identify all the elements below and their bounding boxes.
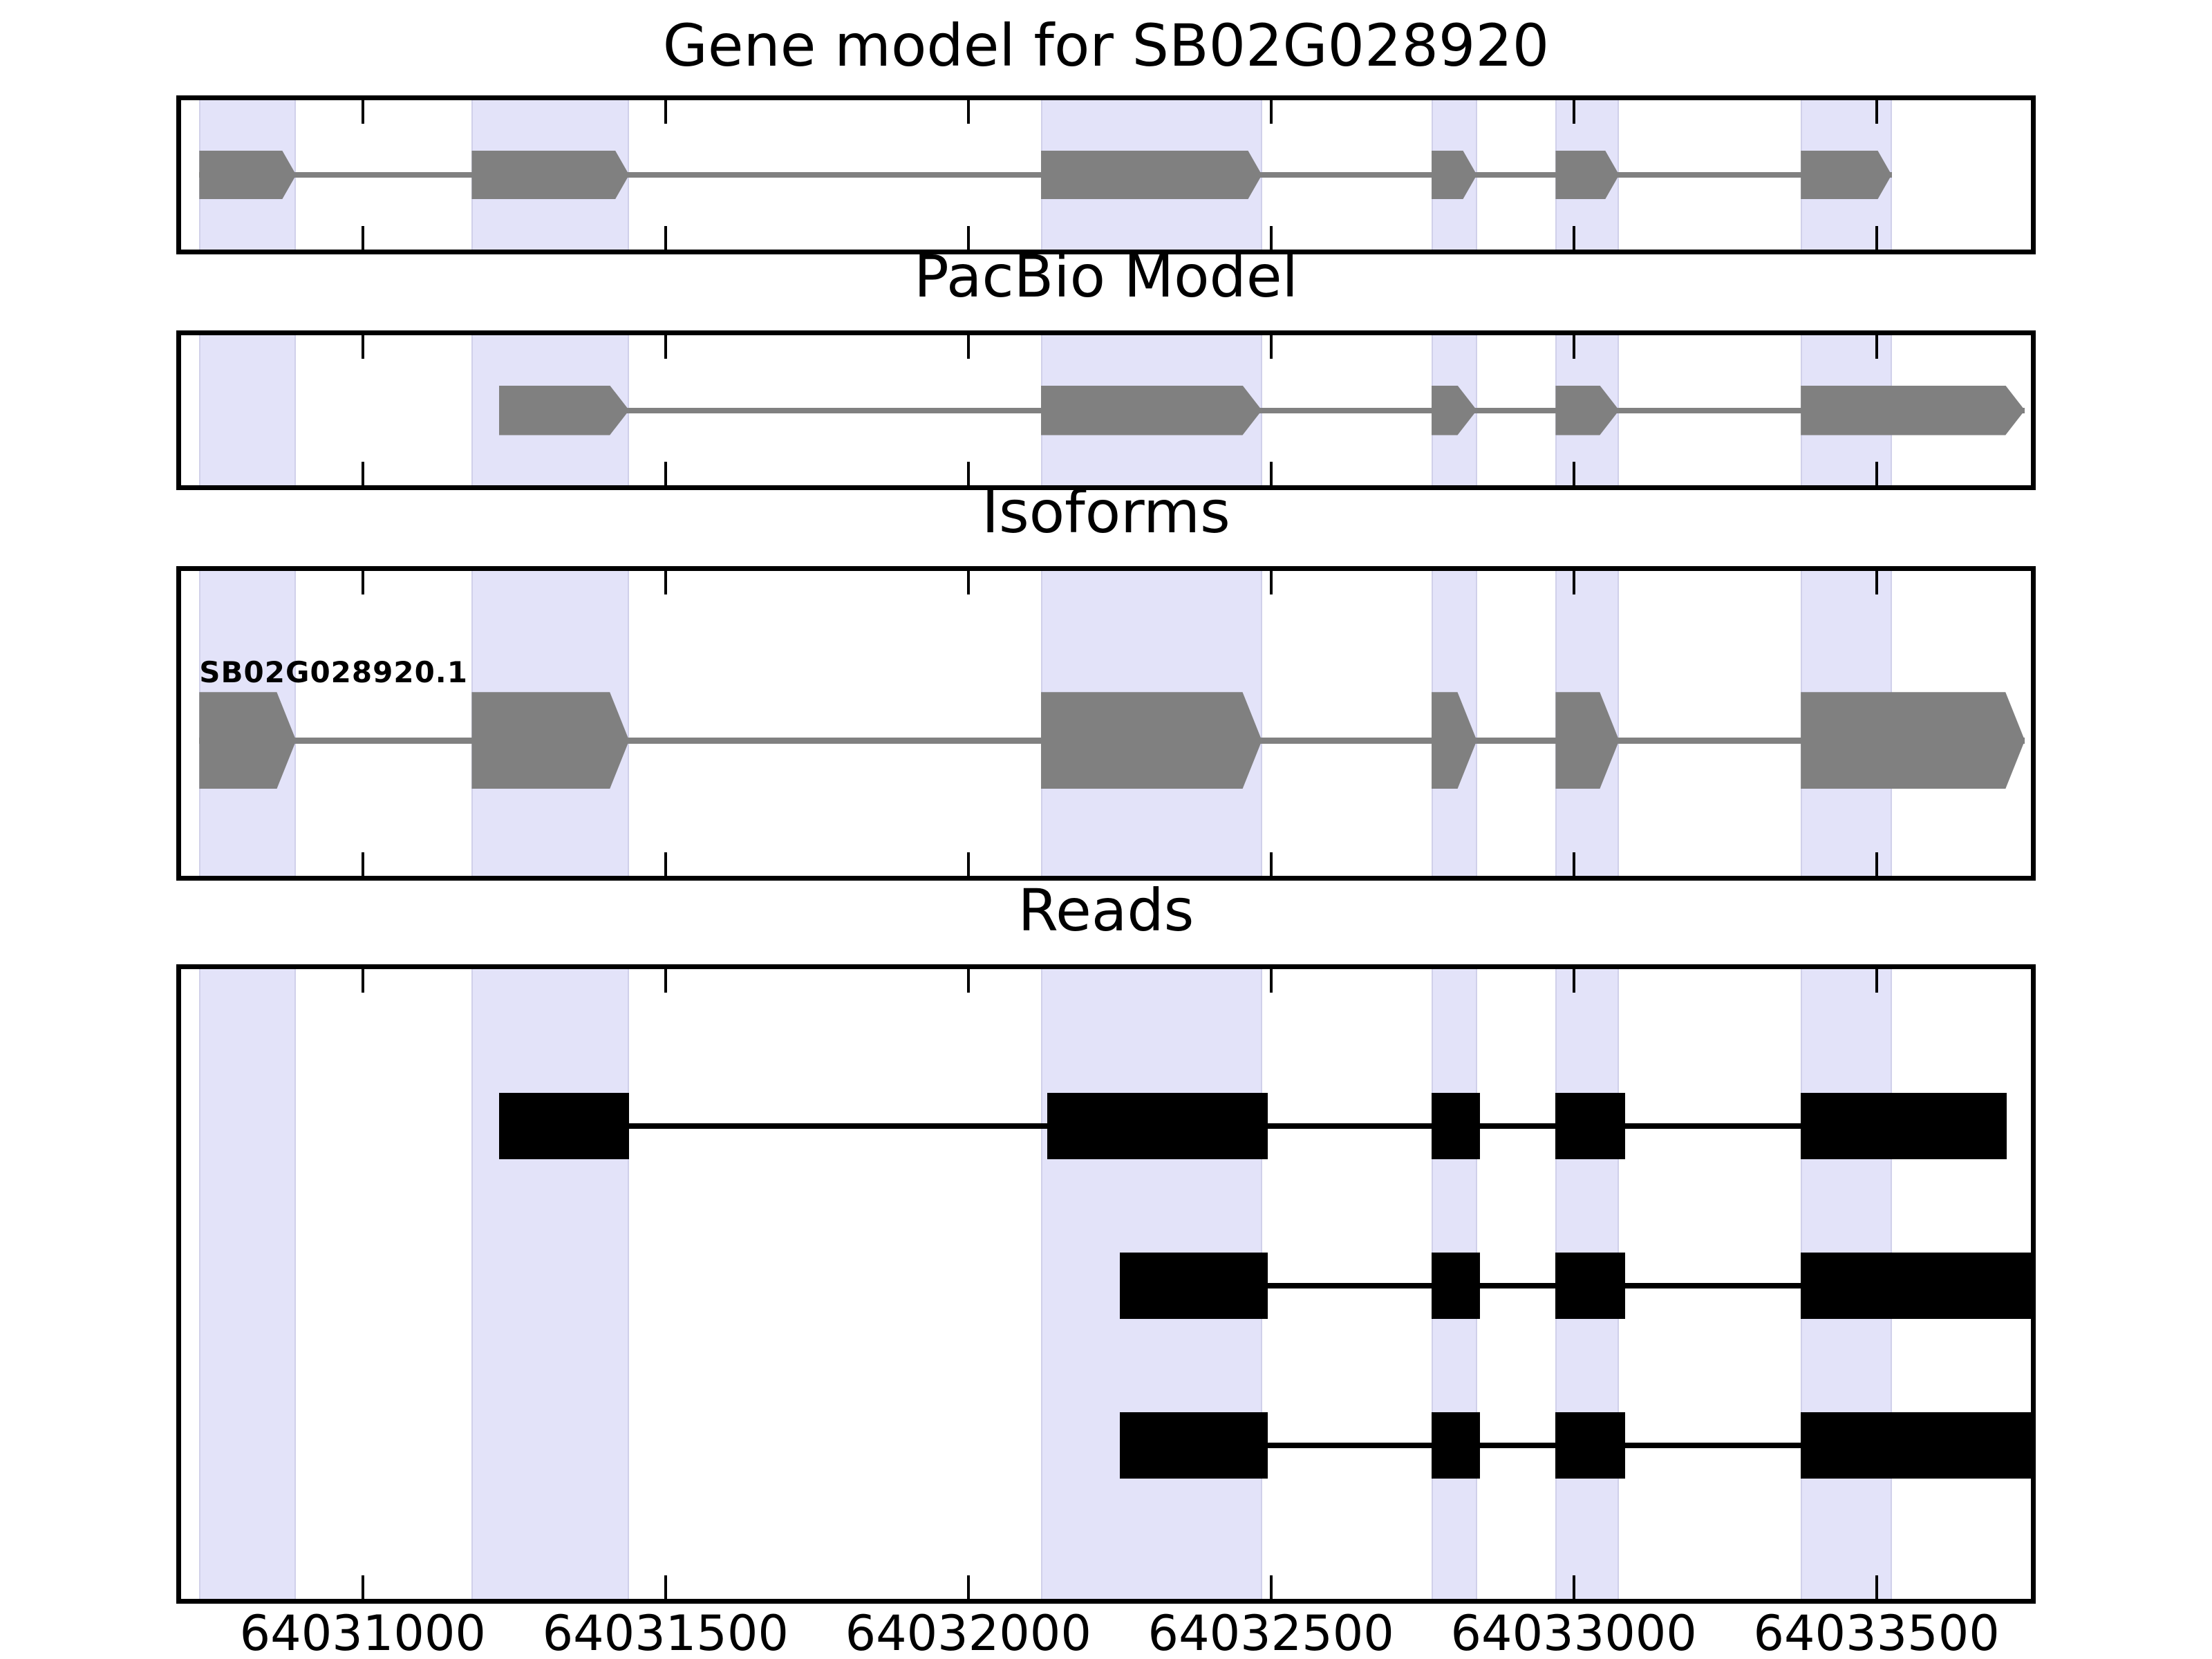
exon-arrow <box>1041 386 1262 435</box>
x-tick-label: 64033500 <box>1753 1605 2000 1659</box>
exon-arrow <box>199 692 296 789</box>
x-tick-mark <box>1875 335 1878 359</box>
panel-pacbio-model <box>176 330 2036 490</box>
read-exon-block <box>1801 1092 2007 1159</box>
x-tick-mark <box>1875 462 1878 485</box>
x-tick-mark <box>1572 100 1575 124</box>
x-tick-label: 64031500 <box>542 1605 789 1659</box>
x-tick-mark <box>1875 969 1878 993</box>
x-tick-mark <box>1269 1575 1273 1599</box>
highlight-band <box>199 335 297 485</box>
x-tick-mark <box>1269 335 1273 359</box>
x-tick-mark <box>966 226 970 250</box>
read-exon-block <box>1801 1253 2031 1320</box>
panel-title-reads: Reads <box>1018 876 1194 944</box>
highlight-band <box>199 969 297 1599</box>
x-tick-mark <box>664 335 667 359</box>
exon-arrow <box>1555 151 1619 199</box>
read-exon-block <box>1801 1412 2031 1479</box>
panel-gene-model <box>176 95 2036 254</box>
x-tick-mark <box>966 100 970 124</box>
exon-arrow <box>471 692 629 789</box>
x-tick-mark <box>1269 462 1273 485</box>
x-tick-mark <box>664 852 667 876</box>
x-tick-mark <box>1875 852 1878 876</box>
x-tick-mark <box>361 852 364 876</box>
x-tick-mark <box>1875 571 1878 594</box>
x-tick-mark <box>966 571 970 594</box>
x-tick-mark <box>966 1575 970 1599</box>
x-tick-mark <box>361 969 364 993</box>
read-exon-block <box>1119 1412 1268 1479</box>
exon-arrow <box>499 386 629 435</box>
exon-arrow <box>1041 151 1262 199</box>
x-tick-mark <box>966 969 970 993</box>
x-tick-mark <box>1572 969 1575 993</box>
x-tick-mark <box>1875 226 1878 250</box>
x-tick-mark <box>361 462 364 485</box>
exon-arrow <box>199 151 296 199</box>
x-tick-label: 64032000 <box>845 1605 1091 1659</box>
x-tick-label: 64033000 <box>1450 1605 1697 1659</box>
x-tick-mark <box>1572 852 1575 876</box>
read-exon-block <box>1431 1092 1480 1159</box>
x-tick-mark <box>1572 335 1575 359</box>
x-tick-label: 64031000 <box>239 1605 486 1659</box>
x-tick-mark <box>1572 226 1575 250</box>
exon-arrow <box>471 151 629 199</box>
x-tick-mark <box>1572 1575 1575 1599</box>
x-tick-mark <box>664 462 667 485</box>
read-exon-block <box>1119 1253 1268 1320</box>
exon-arrow <box>1041 692 1262 789</box>
x-tick-mark <box>1875 1575 1878 1599</box>
x-tick-mark <box>361 335 364 359</box>
x-tick-mark <box>1269 852 1273 876</box>
x-tick-mark <box>966 852 970 876</box>
read-exon-block <box>1431 1412 1480 1479</box>
x-tick-mark <box>664 571 667 594</box>
x-tick-mark <box>664 226 667 250</box>
panel-reads <box>176 964 2036 1604</box>
x-tick-mark <box>1572 462 1575 485</box>
x-tick-mark <box>1269 226 1273 250</box>
x-tick-label: 64032500 <box>1147 1605 1394 1659</box>
x-tick-mark <box>361 1575 364 1599</box>
x-tick-mark <box>664 969 667 993</box>
x-tick-mark <box>1875 100 1878 124</box>
read-exon-block <box>1047 1092 1268 1159</box>
x-tick-mark <box>966 462 970 485</box>
x-tick-mark <box>664 100 667 124</box>
exon-arrow <box>1801 386 2025 435</box>
panel-title-isoforms: Isoforms <box>982 478 1230 546</box>
panel-title-pacbio-model: PacBio Model <box>914 242 1298 310</box>
exon-arrow <box>1801 692 2025 789</box>
x-tick-mark <box>361 571 364 594</box>
x-tick-mark <box>966 335 970 359</box>
read-exon-block <box>1431 1253 1480 1320</box>
read-exon-block <box>1555 1253 1626 1320</box>
highlight-band <box>471 969 630 1599</box>
x-tick-mark <box>361 226 364 250</box>
read-exon-block <box>1555 1092 1626 1159</box>
panel-title-gene-model: Gene model for SB02G028920 <box>662 11 1550 79</box>
panel-isoforms: SB02G028920.1 <box>176 566 2036 881</box>
x-tick-mark <box>361 100 364 124</box>
x-tick-mark <box>1269 100 1273 124</box>
intron-line <box>498 407 2025 413</box>
read-exon-block <box>1555 1412 1626 1479</box>
exon-arrow <box>1801 151 1891 199</box>
x-tick-mark <box>1269 571 1273 594</box>
read-exon-block <box>498 1092 630 1159</box>
x-tick-mark <box>1269 969 1273 993</box>
isoform-label: SB02G028920.1 <box>199 655 468 690</box>
x-tick-mark <box>664 1575 667 1599</box>
x-tick-mark <box>1572 571 1575 594</box>
